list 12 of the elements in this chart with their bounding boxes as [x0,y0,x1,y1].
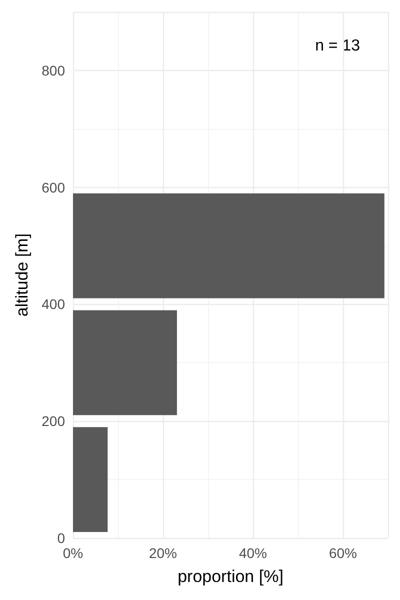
x-axis-title: proportion [%] [178,567,284,586]
x-tick-label: 20% [148,545,178,561]
y-tick-label: 200 [42,413,66,430]
x-tick-label: 0% [62,545,84,561]
y-axis-title: altitude [m] [12,233,32,317]
y-tick-label: 0 [57,530,66,546]
y-tick-label: 400 [42,296,66,312]
y-tick-label: 600 [42,179,66,196]
y-tick-label: 800 [42,62,66,78]
annotation: n = 13 [315,38,360,54]
x-tick-label: 40% [238,545,268,561]
x-tick-label: 60% [328,545,358,561]
